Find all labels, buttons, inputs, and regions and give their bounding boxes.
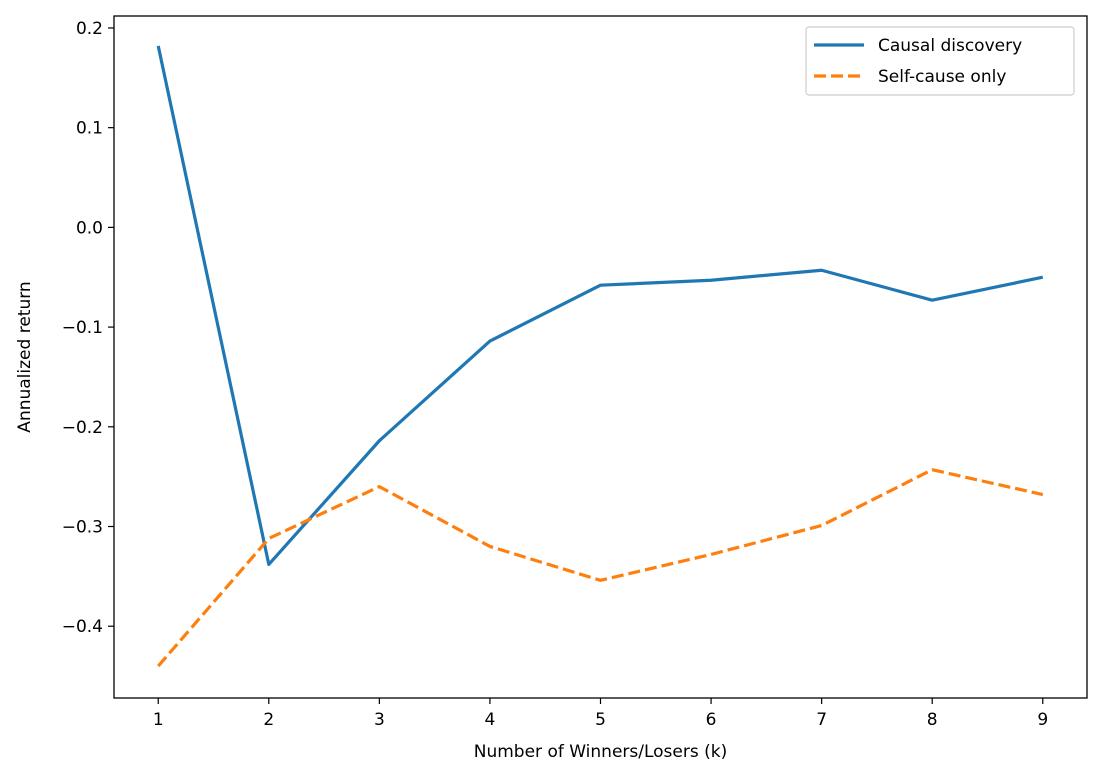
plot-lines	[156, 45, 1044, 668]
y-tick-label: −0.1	[62, 318, 103, 338]
legend: Causal discovery Self-cause only	[805, 26, 1075, 96]
series-line-causal-discovery	[156, 45, 1044, 566]
y-axis-label: Annualized return	[15, 281, 35, 432]
x-tick-label: 1	[153, 710, 164, 730]
y-tick-label: 0.1	[76, 119, 103, 139]
legend-label-self-cause-only: Self-cause only	[878, 67, 1006, 87]
x-tick-label: 2	[263, 710, 274, 730]
y-tick-label: −0.3	[62, 518, 103, 538]
y-tick-label: 0.0	[76, 218, 103, 238]
y-tick-label: −0.2	[62, 418, 103, 438]
x-axis: 1 2 3 4 5 6 7 8 9	[153, 698, 1048, 730]
x-tick-label: 9	[1037, 710, 1048, 730]
y-tick-label: −0.4	[62, 617, 103, 637]
x-tick-label: 8	[927, 710, 938, 730]
x-tick-label: 4	[485, 710, 496, 730]
legend-label-causal-discovery: Causal discovery	[878, 36, 1022, 56]
y-tick-label: 0.2	[76, 19, 103, 39]
x-axis-label: Number of Winners/Losers (k)	[474, 742, 727, 762]
x-tick-label: 6	[706, 710, 717, 730]
x-tick-label: 3	[374, 710, 385, 730]
x-tick-label: 7	[816, 710, 827, 730]
y-axis: 0.2 0.1 0.0 −0.1 −0.2 −0.3 −0.4	[62, 19, 114, 637]
legend-box	[805, 26, 1075, 96]
series-line-self-cause-only	[157, 468, 1044, 668]
x-tick-label: 5	[595, 710, 606, 730]
